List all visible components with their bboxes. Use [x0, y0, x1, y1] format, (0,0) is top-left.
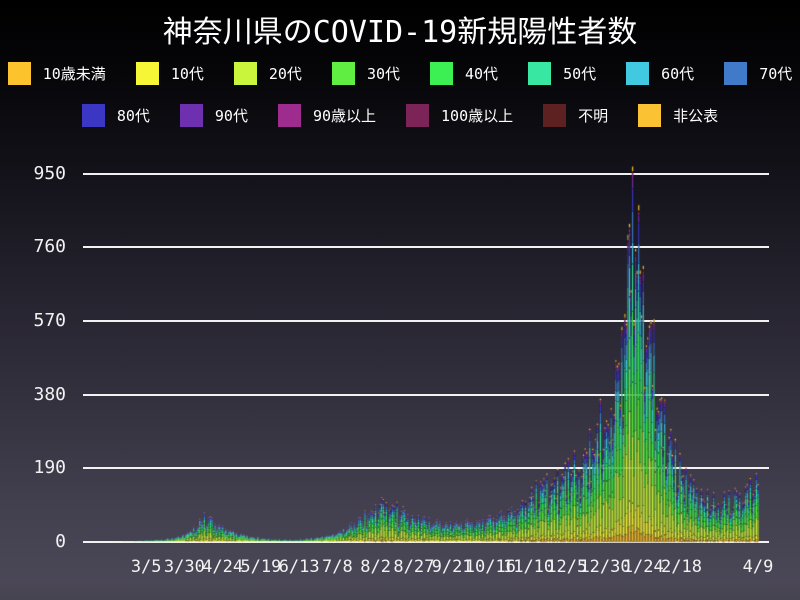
- legend-label: 30代: [366, 65, 400, 83]
- y-tick-label: 380: [33, 383, 66, 405]
- x-tick-label: 3/5: [130, 557, 162, 577]
- x-tick-label: 2/18: [661, 557, 702, 577]
- legend-swatch: [543, 104, 567, 127]
- legend-label: 70代: [759, 65, 793, 83]
- y-tick-label: 760: [33, 236, 66, 258]
- legend-swatch: [7, 62, 31, 85]
- legend-row-2: 80代 90代 90歳以上 100歳以上 不明 非公表: [0, 104, 800, 127]
- x-tick-label: 3/30: [163, 557, 205, 577]
- legend-swatch: [406, 104, 430, 127]
- legend-label: 80代: [116, 107, 150, 125]
- legend-label: 90歳以上: [312, 107, 377, 125]
- legend-swatch: [528, 62, 552, 85]
- stacked-bars-canvas: [83, 150, 769, 543]
- legend-swatch: [626, 62, 650, 85]
- legend-label: 不明: [578, 107, 609, 125]
- legend-item: 不明: [543, 104, 608, 127]
- legend-item: 10代: [135, 62, 204, 85]
- legend-item: 100歳以上: [406, 104, 513, 127]
- x-tick-label: 1/24: [622, 557, 664, 577]
- legend-item: 20代: [233, 62, 302, 85]
- legend-swatch: [179, 104, 203, 127]
- legend-swatch: [135, 62, 159, 85]
- legend-item: 70代: [724, 62, 792, 85]
- x-tick-label: 12/30: [579, 557, 631, 577]
- x-tick-label: 10/16: [464, 557, 516, 577]
- x-tick-label: 4/9: [742, 557, 774, 577]
- legend-label: 40代: [465, 65, 499, 83]
- legend-swatch: [331, 62, 355, 85]
- legend-swatch: [81, 104, 105, 127]
- y-tick-label: 950: [33, 162, 66, 184]
- y-tick-label: 190: [33, 457, 66, 479]
- legend-item: 90歳以上: [277, 104, 377, 127]
- legend-label: 20代: [268, 65, 302, 83]
- x-tick-label: 9/21: [431, 557, 473, 577]
- x-tick-label: 7/8: [322, 557, 353, 577]
- legend-label: 非公表: [673, 107, 719, 125]
- x-tick-label: 8/27: [393, 557, 435, 577]
- legend-item: 50代: [528, 62, 596, 85]
- legend-label: 10代: [170, 65, 204, 83]
- legend-item: 30代: [331, 62, 400, 85]
- legend-item: 非公表: [638, 104, 718, 127]
- legend-row-1: 10歳未満 10代 20代 30代 40代 50代 60代 70代: [0, 62, 800, 85]
- x-tick-label: 11/10: [502, 557, 555, 577]
- x-tick-label: 12/5: [546, 557, 588, 577]
- x-tick-label: 8/2: [360, 557, 391, 577]
- y-tick-label: 570: [33, 309, 66, 331]
- legend-swatch: [430, 62, 453, 85]
- legend-swatch: [638, 104, 662, 127]
- legend-item: 80代: [81, 104, 150, 127]
- legend-swatch: [233, 62, 257, 85]
- x-tick-label: 6/13: [278, 557, 320, 577]
- legend-label: 90代: [214, 107, 248, 125]
- legend-label: 100歳以上: [441, 107, 514, 125]
- chart-title: 神奈川県のCOVID-19新規陽性者数: [162, 15, 638, 50]
- legend-label: 60代: [661, 65, 695, 83]
- legend-item: 60代: [626, 62, 694, 85]
- legend-item: 90代: [179, 104, 248, 127]
- x-tick-label: 5/19: [240, 557, 282, 577]
- y-tick-label: 0: [55, 531, 66, 552]
- legend-swatch: [724, 62, 748, 85]
- legend-item: 40代: [430, 62, 498, 85]
- legend-item: 10歳未満: [7, 62, 106, 85]
- legend-label: 50代: [563, 65, 597, 83]
- x-tick-label: 4/24: [202, 557, 244, 577]
- legend-swatch: [277, 104, 301, 127]
- legend-label: 10歳未満: [42, 65, 106, 83]
